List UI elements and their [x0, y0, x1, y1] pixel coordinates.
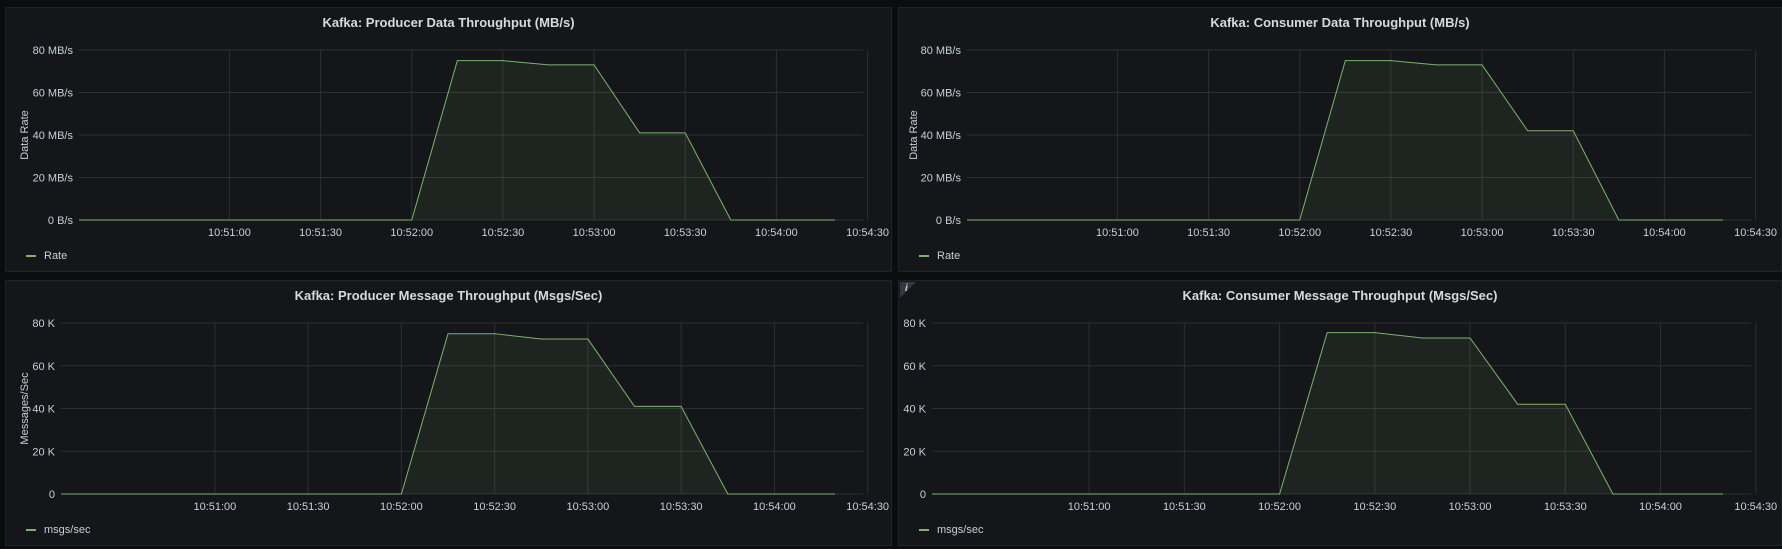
y-tick-label: 60 K: [32, 361, 55, 373]
x-tick-label: 10:54:00: [753, 501, 796, 513]
consumer-data-chart[interactable]: 0 B/s 20 MB/s 40 MB/s 60 MB/s 80 MB/s 10:51:0…: [899, 8, 1782, 273]
y-tick-label: 40 MB/s: [33, 130, 74, 142]
y-tick-label: 20 MB/s: [921, 173, 962, 185]
x-tick-label: 10:53:30: [660, 501, 703, 513]
x-tick-label: 10:53:30: [664, 227, 707, 239]
y-axis-label: Messages/Sec: [19, 372, 31, 445]
x-tick-label: 10:51:00: [1068, 501, 1111, 513]
x-tick-label: 10:51:30: [299, 227, 342, 239]
x-tick-label: 10:54:00: [755, 227, 798, 239]
panel-consumer-data-throughput[interactable]: Kafka: Consumer Data Throughput (MB/s) 0…: [898, 7, 1782, 272]
y-tick-label: 40 K: [32, 404, 55, 416]
y-tick-label: 0 B/s: [48, 215, 74, 227]
x-tick-label: 10:54:00: [1639, 501, 1682, 513]
legend[interactable]: msgs/sec: [919, 524, 983, 536]
series-line: [61, 333, 835, 495]
y-tick-label: 0 B/s: [936, 215, 962, 227]
legend[interactable]: msgs/sec: [26, 524, 90, 536]
legend-series-color: [919, 529, 929, 531]
y-tick-label: 60 MB/s: [33, 88, 74, 100]
x-tick-label: 10:51:30: [1163, 501, 1206, 513]
x-tick-label: 10:53:30: [1544, 501, 1587, 513]
legend-series-color: [26, 255, 36, 257]
x-tick-label: 10:54:30: [846, 501, 889, 513]
y-tick-label: 60 K: [903, 361, 926, 373]
y-tick-label: 80 MB/s: [921, 45, 962, 57]
x-tick-label: 10:52:00: [1278, 227, 1321, 239]
y-tick-label: 80 K: [903, 318, 926, 330]
x-tick-label: 10:51:30: [287, 501, 330, 513]
producer-message-chart[interactable]: 0 20 K 40 K 60 K 80 K 10:51:00 10:51:30 10:52:0…: [6, 281, 893, 547]
legend[interactable]: Rate: [26, 250, 67, 262]
x-tick-label: 10:51:30: [1187, 227, 1230, 239]
x-tick-label: 10:53:30: [1552, 227, 1595, 239]
legend-series-label: Rate: [937, 250, 961, 262]
series-area: [61, 333, 835, 494]
legend[interactable]: Rate: [919, 250, 960, 262]
consumer-message-chart[interactable]: 0 20 K 40 K 60 K 80 K 10:51:00 10:51:30 10:52:0…: [899, 281, 1782, 547]
legend-series-label: msgs/sec: [937, 524, 984, 536]
x-tick-label: 10:52:30: [1369, 227, 1412, 239]
legend-series-color: [26, 529, 36, 531]
x-tick-label: 10:53:00: [1461, 227, 1504, 239]
panel-title[interactable]: Kafka: Consumer Message Throughput (Msgs…: [1182, 288, 1498, 303]
panel-producer-data-throughput[interactable]: Kafka: Producer Data Throughput (MB/s) 0…: [5, 7, 892, 272]
y-tick-label: 80 K: [32, 318, 55, 330]
legend-series-label: Rate: [44, 250, 68, 262]
legend-series-label: msgs/sec: [44, 524, 91, 536]
x-tick-label: 10:52:00: [380, 501, 423, 513]
panel-consumer-message-throughput[interactable]: i Kafka: Consumer Message Throughput (Ms…: [898, 280, 1782, 546]
x-tick-label: 10:53:00: [1449, 501, 1492, 513]
panel-title[interactable]: Kafka: Consumer Data Throughput (MB/s): [1210, 15, 1470, 30]
x-tick-label: 10:53:00: [566, 501, 609, 513]
y-tick-label: 20 MB/s: [33, 173, 74, 185]
panel-producer-message-throughput[interactable]: Kafka: Producer Message Throughput (Msgs…: [5, 280, 892, 546]
x-tick-label: 10:54:30: [846, 227, 889, 239]
info-icon[interactable]: i: [900, 282, 918, 300]
legend-series-color: [919, 255, 929, 257]
x-tick-label: 10:52:00: [390, 227, 433, 239]
y-tick-label: 60 MB/s: [921, 88, 962, 100]
y-tick-label: 40 K: [903, 404, 926, 416]
y-tick-label: 0: [49, 489, 55, 501]
x-tick-label: 10:54:00: [1643, 227, 1686, 239]
x-tick-label: 10:51:00: [1096, 227, 1139, 239]
y-axis-label: Data Rate: [19, 110, 31, 160]
x-tick-label: 10:52:30: [473, 501, 516, 513]
panel-title[interactable]: Kafka: Producer Data Throughput (MB/s): [322, 15, 575, 30]
y-axis-label: Data Rate: [908, 110, 920, 160]
x-tick-label: 10:54:30: [1734, 227, 1777, 239]
x-tick-label: 10:52:00: [1258, 501, 1301, 513]
x-tick-label: 10:53:00: [573, 227, 616, 239]
series-area: [932, 332, 1723, 494]
y-tick-label: 80 MB/s: [33, 45, 74, 57]
x-tick-label: 10:54:30: [1734, 501, 1777, 513]
y-tick-label: 20 K: [32, 446, 55, 458]
y-tick-label: 40 MB/s: [921, 130, 962, 142]
series-area: [967, 60, 1723, 220]
x-tick-label: 10:52:30: [481, 227, 524, 239]
series-line: [967, 60, 1723, 221]
y-tick-label: 20 K: [903, 446, 926, 458]
y-tick-label: 0: [920, 489, 926, 501]
panel-title[interactable]: Kafka: Producer Message Throughput (Msgs…: [294, 288, 603, 303]
series-area: [79, 60, 835, 220]
series-line: [79, 60, 835, 221]
x-tick-label: 10:51:00: [193, 501, 236, 513]
x-tick-label: 10:51:00: [208, 227, 251, 239]
producer-data-chart[interactable]: 0 B/s 20 MB/s 40 MB/s 60 MB/s 80 MB/s 10:51:0…: [6, 8, 893, 273]
x-tick-label: 10:52:30: [1353, 501, 1396, 513]
series-line: [932, 332, 1723, 495]
